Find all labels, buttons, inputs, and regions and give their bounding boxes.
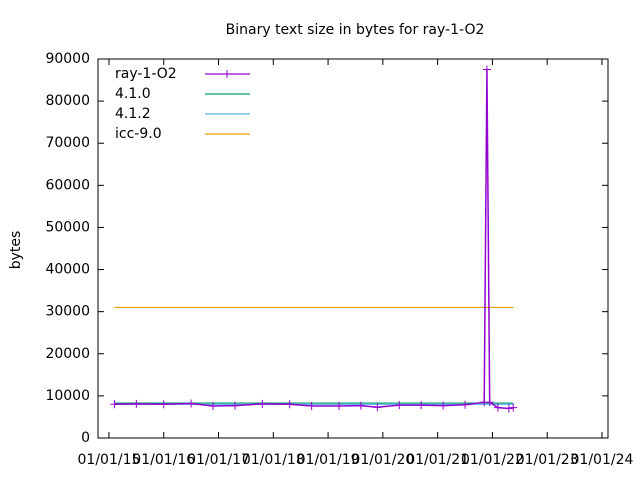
y-axis-label: bytes: [8, 231, 24, 270]
point-marker: [482, 65, 491, 74]
y-tick-label: 50000: [45, 219, 90, 235]
point-marker: [209, 401, 218, 410]
point-marker: [159, 400, 168, 409]
y-tick-label: 30000: [45, 304, 90, 320]
x-tick-label: 01/01/24: [571, 452, 634, 468]
y-tick-label: 0: [81, 430, 90, 446]
y-tick-label: 70000: [45, 135, 90, 151]
point-marker: [395, 401, 404, 410]
x-tick-label: 01/01/17: [187, 452, 250, 468]
x-tick-label: 01/01/21: [406, 452, 469, 468]
point-marker: [417, 401, 426, 410]
legend-marker: [223, 70, 231, 78]
legend-label: icc-9.0: [115, 126, 162, 142]
legend-label: 4.1.2: [115, 106, 151, 122]
x-tick-label: 01/01/23: [516, 452, 579, 468]
series-line: [114, 69, 514, 410]
point-marker: [187, 399, 196, 408]
plot-border: [97, 58, 609, 439]
y-tick-label: 20000: [45, 346, 90, 362]
y-tick-label: 10000: [45, 388, 90, 404]
point-marker: [373, 403, 382, 412]
legend-label: 4.1.0: [115, 86, 151, 102]
point-marker: [132, 399, 141, 408]
y-tick-label: 60000: [45, 177, 90, 193]
point-marker: [230, 401, 239, 410]
x-tick-label: 01/01/19: [297, 452, 360, 468]
x-tick-label: 01/01/15: [78, 452, 141, 468]
x-tick-label: 01/01/20: [351, 452, 414, 468]
x-tick-label: 01/01/16: [132, 452, 195, 468]
y-tick-label: 40000: [45, 262, 90, 278]
point-marker: [504, 404, 513, 413]
point-marker: [439, 401, 448, 410]
point-marker: [307, 401, 316, 410]
point-marker: [335, 401, 344, 410]
point-marker: [285, 400, 294, 409]
x-tick-label: 01/01/22: [461, 452, 524, 468]
point-marker: [258, 399, 267, 408]
x-tick-label: 01/01/18: [242, 452, 305, 468]
point-marker: [509, 403, 518, 412]
point-marker: [485, 398, 494, 407]
point-marker: [356, 401, 365, 410]
y-tick-label: 80000: [45, 93, 90, 109]
legend-label: ray-1-O2: [115, 66, 177, 82]
y-tick-label: 90000: [45, 51, 90, 67]
point-marker: [461, 400, 470, 409]
chart-title: Binary text size in bytes for ray-1-O2: [226, 22, 485, 38]
point-marker: [493, 403, 502, 412]
point-marker: [110, 400, 119, 409]
